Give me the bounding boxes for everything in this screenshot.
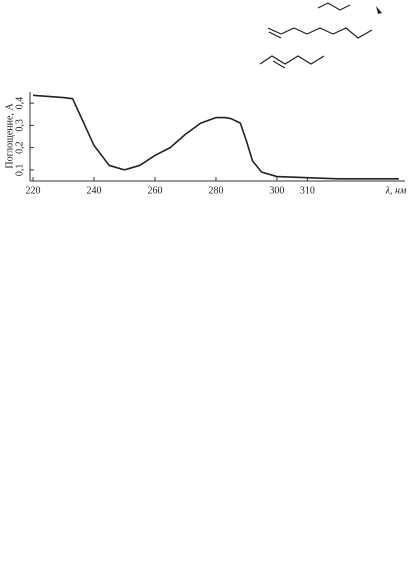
y-tick-label: 0,2	[14, 141, 25, 154]
x-tick-label: 260	[147, 185, 162, 196]
double-bond	[272, 60, 286, 69]
y-tick-label: 0,1	[14, 164, 25, 177]
x-tick-label: 310	[300, 185, 315, 196]
x-axis-label: λ, нм	[385, 185, 407, 196]
x-tick-label: 240	[86, 185, 101, 196]
x-tick-label: 300	[269, 185, 284, 196]
molecule-structures	[259, 2, 382, 69]
x-tick-label: 280	[208, 185, 223, 196]
molecule-2	[267, 27, 373, 39]
molecule-3	[259, 55, 325, 65]
x-tick-label: 220	[26, 185, 41, 196]
y-axis-label: Поглощение, A	[4, 103, 15, 169]
wedge	[376, 6, 382, 14]
y-tick-label: 0,3	[14, 119, 25, 132]
double-bond	[268, 31, 282, 39]
y-tick-label: 0,4	[14, 97, 25, 110]
molecule-1	[317, 2, 351, 11]
spectrum-line	[32, 94, 399, 180]
